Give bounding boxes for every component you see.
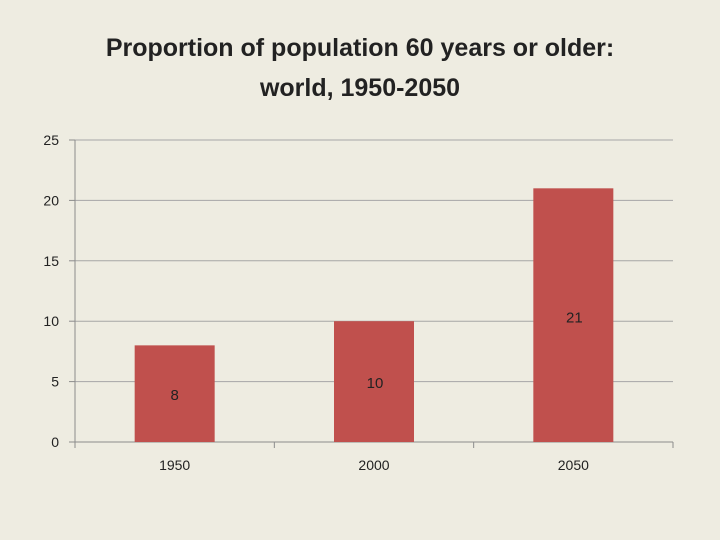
data-label-1950: 8 bbox=[170, 387, 178, 404]
y-tick-label: 25 bbox=[43, 132, 59, 148]
chart-title-line-2: world, 1950-2050 bbox=[259, 74, 461, 102]
data-label-2000: 10 bbox=[367, 375, 384, 392]
x-tick-label: 2050 bbox=[558, 457, 589, 473]
y-tick-label: 15 bbox=[43, 253, 59, 269]
y-tick-label: 10 bbox=[43, 313, 59, 329]
bar-1950 bbox=[134, 345, 215, 442]
chart-title: Proportion of population 60 years or old… bbox=[40, 28, 680, 108]
chart-title-line-1: Proportion of population 60 years or old… bbox=[105, 34, 615, 62]
bar-2050 bbox=[533, 188, 614, 442]
data-label-2050: 21 bbox=[566, 309, 583, 326]
y-tick-label: 20 bbox=[43, 192, 59, 208]
x-tick-label: 2000 bbox=[358, 457, 389, 473]
y-tick-label: 5 bbox=[51, 374, 59, 390]
x-tick-label: 1950 bbox=[159, 457, 190, 473]
y-tick-label: 0 bbox=[51, 434, 59, 450]
bar-2000 bbox=[334, 321, 414, 442]
